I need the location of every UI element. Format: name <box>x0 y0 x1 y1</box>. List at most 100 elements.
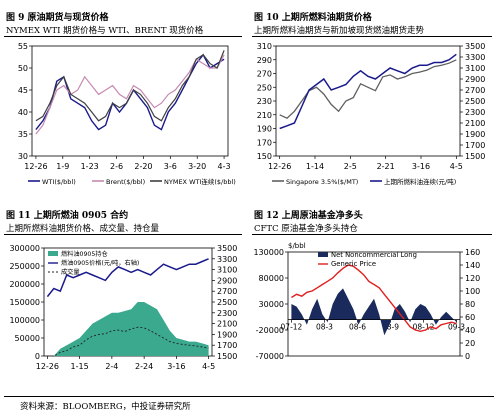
fig12-chart: 07-12 08-3 08-6 08-9 08-12 09-3 -70000 -20000 30… <box>253 242 480 361</box>
y2-tick-label: 1500 <box>217 352 237 361</box>
y-tick-label: 0 <box>35 352 40 361</box>
fig12-title: 图 12 上周原油基金净多头 <box>254 211 363 221</box>
legend-label: NYMEX WTI连续($/bbl) <box>164 177 236 186</box>
legend-label: 燃油0905价格(元/吨，右轴) <box>61 259 139 267</box>
x-tick-label: 1-9 <box>56 162 69 171</box>
x-tick-label: 08-12 <box>413 323 435 332</box>
y-tick-label: 30 <box>18 152 28 161</box>
y-tick-label: 300000 <box>9 244 40 253</box>
fig9-title: 图 9 原油期货与现货价格 <box>6 13 109 23</box>
series-area-ncl <box>291 288 457 336</box>
x-tick-label: 1-15 <box>71 362 89 371</box>
series-area-oi <box>47 302 209 356</box>
fig12-subtitle: CFTC 原油基金净多头持仓 <box>254 224 358 234</box>
x-tick-label: 08-6 <box>349 323 366 332</box>
y2-tick-label: 60 <box>465 313 475 322</box>
y-tick-label: 230 <box>257 97 272 106</box>
y2-tick-label: 160 <box>465 248 480 257</box>
y2-tick-label: 3100 <box>217 266 237 275</box>
y2-tick-label: 2900 <box>217 276 237 285</box>
y-tick-label: 310 <box>257 42 272 51</box>
fig10-chart: 12-26 1-14 2-5 2-21 3-16 4-5 150 170 190 210 230 25… <box>257 42 486 186</box>
x-tick-label: 09-3 <box>448 323 465 332</box>
y-tick-label: 250 <box>257 83 272 92</box>
series-line-volume <box>47 326 209 357</box>
fig11-chart: 12-26 1-15 2-4 2-24 3-16 4-5 0 50000 100000 15000… <box>9 244 237 371</box>
legend-label: WTI($/bbl) <box>42 178 76 186</box>
x-tick-label: 2-20 <box>134 162 152 171</box>
legend-label: Net Noncommercial Long <box>331 251 417 259</box>
fig10-title: 图 10 上期所燃料油期货价格 <box>254 13 372 23</box>
x-tick-label: 08-9 <box>382 323 399 332</box>
fig10-panel: 图 10 上期所燃料油期货价格 上期所燃料油期货与新加坡现货燃油期货走势 12-… <box>250 0 499 200</box>
y2-tick-label: 20 <box>465 339 475 348</box>
y2-tick-label: 80 <box>465 300 475 309</box>
y2-tick-label: 3300 <box>217 255 237 264</box>
y-tick-label: 270 <box>257 70 272 79</box>
series-line-generic <box>291 264 457 333</box>
x-tick-label: 3-16 <box>167 362 185 371</box>
x-tick-label: 2-4 <box>105 362 118 371</box>
fig10-subtitle: 上期所燃料油期货与新加坡现货燃油期货走势 <box>254 26 425 36</box>
legend-label: 燃料油0905持仓 <box>61 250 108 258</box>
y2-tick-label: 3100 <box>465 64 485 73</box>
fig11-subtitle: 上期所燃料油期货价格、成交量、持仓量 <box>6 224 160 234</box>
y2-tick-label: 2100 <box>465 119 485 128</box>
y-tick-label: 40 <box>18 108 28 117</box>
y-tick-label: 50 <box>18 64 28 73</box>
y2-tick-label: 120 <box>465 274 480 283</box>
x-tick-label: 2-5 <box>344 162 357 171</box>
y-tick-label: 290 <box>257 56 272 65</box>
y-tick-label: 35 <box>18 130 28 139</box>
y-tick-label: 45 <box>18 86 28 95</box>
y2-tick-label: 2700 <box>465 86 485 95</box>
y-unit-label: $/bbl <box>288 242 306 250</box>
y-tick-label: 80000 <box>259 274 284 283</box>
x-tick-label: 3-6 <box>164 162 177 171</box>
fig9-chart: 12-26 1-9 1-23 2-6 2-20 3-6 3-20 4-3 30 35 40 45 50 5… <box>18 42 236 186</box>
y-tick-label: 50000 <box>15 334 40 343</box>
y2-tick-label: 1700 <box>217 341 237 350</box>
fig11-title: 图 11 上期所燃油 0905 合约 <box>6 211 129 221</box>
y-tick-label: 170 <box>257 138 272 147</box>
x-tick-label: 4-3 <box>218 162 231 171</box>
y2-tick-label: 0 <box>465 352 470 361</box>
x-tick-label: 07-12 <box>281 323 303 332</box>
y2-tick-label: 100 <box>465 287 480 296</box>
y-tick-label: 250000 <box>9 262 40 271</box>
fig9-subtitle: NYMEX WTI 期货价格与 WTI、BRENT 现货价格 <box>6 26 204 36</box>
source-note: 资料来源：BLOOMBERG，中投证券研究所 <box>20 402 191 412</box>
x-tick-label: 1-23 <box>81 162 99 171</box>
series-line-price <box>46 258 209 298</box>
y2-tick-label: 2700 <box>217 287 237 296</box>
x-tick-label: 12-26 <box>36 362 59 371</box>
y2-tick-label: 2900 <box>465 75 485 84</box>
x-tick-label: 2-6 <box>110 162 123 171</box>
y2-tick-label: 40 <box>465 326 475 335</box>
y-tick-label: 100000 <box>9 316 40 325</box>
x-tick-label: 4-5 <box>450 162 463 171</box>
y2-tick-label: 2500 <box>217 298 237 307</box>
fig12-panel: 图 12 上周原油基金净多头 CFTC 原油基金净多头持仓 07-12 08-3 0… <box>250 202 499 397</box>
y-tick-label: 55 <box>18 42 28 51</box>
y2-tick-label: 3500 <box>465 42 485 51</box>
x-tick-label: 08-3 <box>316 323 333 332</box>
legend-label: Brent($/bbl) <box>106 178 145 186</box>
y2-tick-label: 1900 <box>217 330 237 339</box>
y-tick-label: -20000 <box>256 326 284 335</box>
x-tick-label: 12-26 <box>24 162 47 171</box>
series-line-nymex <box>35 50 225 122</box>
x-tick-label: 12-26 <box>268 162 291 171</box>
y2-tick-label: 3300 <box>465 53 485 62</box>
x-tick-label: 4-5 <box>202 362 215 371</box>
x-tick-label: 2-21 <box>377 162 395 171</box>
y2-tick-label: 1700 <box>465 141 485 150</box>
x-tick-label: 1-14 <box>306 162 324 171</box>
legend-label: Singapore 3.5%($/MT) <box>286 178 358 186</box>
y2-tick-label: 2300 <box>217 309 237 318</box>
legend-label: 上期所燃料油连续(元/吨) <box>384 177 456 186</box>
fig9-panel: 图 9 原油期货与现货价格 NYMEX WTI 期货价格与 WTI、BRENT … <box>0 0 250 200</box>
x-tick-label: 3-20 <box>188 162 206 171</box>
y-tick-label: 150000 <box>9 298 40 307</box>
legend-label: 成交量 <box>61 268 80 276</box>
